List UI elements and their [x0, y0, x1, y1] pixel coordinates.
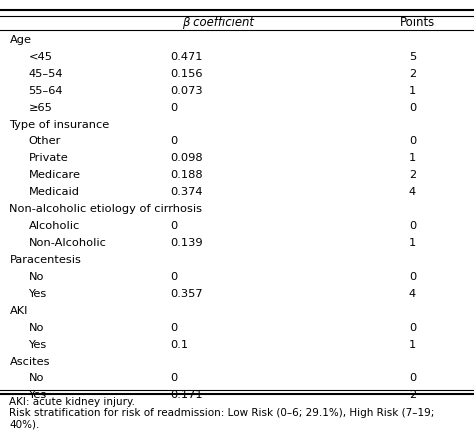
Text: 0.156: 0.156: [171, 69, 203, 79]
Text: 0.171: 0.171: [171, 390, 203, 401]
Text: 0.1: 0.1: [171, 339, 189, 350]
Text: 2: 2: [409, 170, 416, 181]
Text: 0: 0: [171, 102, 178, 113]
Text: 0: 0: [171, 322, 178, 333]
Text: Ascites: Ascites: [9, 356, 50, 367]
Text: β coefficient: β coefficient: [182, 16, 254, 29]
Text: 1: 1: [409, 153, 416, 164]
Text: Points: Points: [400, 16, 435, 29]
Text: 4: 4: [409, 289, 416, 299]
Text: 0.471: 0.471: [171, 52, 203, 62]
Text: 0: 0: [409, 373, 416, 384]
Text: Age: Age: [9, 35, 31, 45]
Text: Non-alcoholic etiology of cirrhosis: Non-alcoholic etiology of cirrhosis: [9, 204, 202, 214]
Text: 0.357: 0.357: [171, 289, 203, 299]
Text: 40%).: 40%).: [9, 419, 40, 430]
Text: Medicaid: Medicaid: [28, 187, 80, 197]
Text: 0: 0: [171, 136, 178, 147]
Text: Other: Other: [28, 136, 61, 147]
Text: Risk stratification for risk of readmission: Low Risk (0–6; 29.1%), High Risk (7: Risk stratification for risk of readmiss…: [9, 408, 435, 418]
Text: AKI: AKI: [9, 306, 28, 316]
Text: Alcoholic: Alcoholic: [28, 221, 80, 231]
Text: 0: 0: [409, 102, 416, 113]
Text: 55–64: 55–64: [28, 85, 63, 96]
Text: 0: 0: [409, 272, 416, 282]
Text: 0.139: 0.139: [171, 238, 203, 248]
Text: ≥65: ≥65: [28, 102, 52, 113]
Text: No: No: [28, 272, 44, 282]
Text: 0: 0: [409, 322, 416, 333]
Text: 1: 1: [409, 339, 416, 350]
Text: 0: 0: [409, 136, 416, 147]
Text: 1: 1: [409, 85, 416, 96]
Text: Paracentesis: Paracentesis: [9, 255, 82, 265]
Text: Non-Alcoholic: Non-Alcoholic: [28, 238, 106, 248]
Text: 0.374: 0.374: [171, 187, 203, 197]
Text: 5: 5: [409, 52, 416, 62]
Text: 0: 0: [171, 373, 178, 384]
Text: 2: 2: [409, 69, 416, 79]
Text: Medicare: Medicare: [28, 170, 81, 181]
Text: Type of insurance: Type of insurance: [9, 119, 109, 130]
Text: <45: <45: [28, 52, 53, 62]
Text: 0: 0: [171, 221, 178, 231]
Text: Yes: Yes: [28, 289, 47, 299]
Text: Yes: Yes: [28, 390, 47, 401]
Text: 2: 2: [409, 390, 416, 401]
Text: Yes: Yes: [28, 339, 47, 350]
Text: 0.188: 0.188: [171, 170, 203, 181]
Text: No: No: [28, 373, 44, 384]
Text: 4: 4: [409, 187, 416, 197]
Text: 0: 0: [171, 272, 178, 282]
Text: No: No: [28, 322, 44, 333]
Text: 0.098: 0.098: [171, 153, 203, 164]
Text: AKI: acute kidney injury.: AKI: acute kidney injury.: [9, 397, 136, 407]
Text: 0: 0: [409, 221, 416, 231]
Text: 0.073: 0.073: [171, 85, 203, 96]
Text: 1: 1: [409, 238, 416, 248]
Text: Private: Private: [28, 153, 68, 164]
Text: 45–54: 45–54: [28, 69, 63, 79]
